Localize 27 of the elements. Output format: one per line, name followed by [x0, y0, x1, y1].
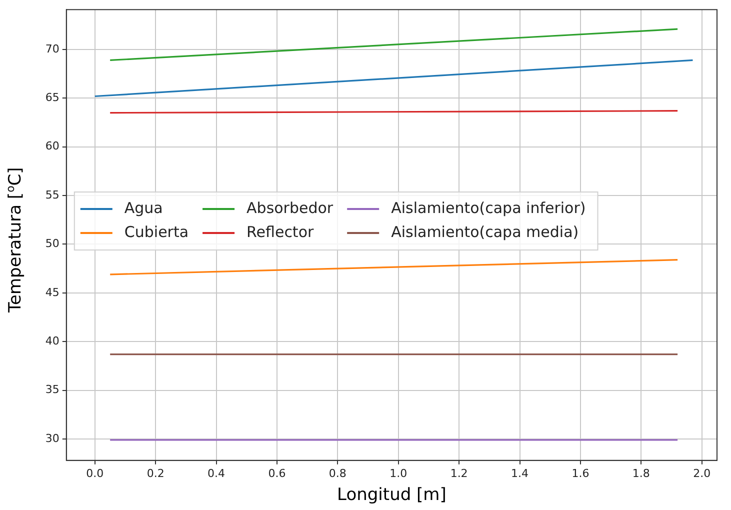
x-tick-label: 1.6	[572, 466, 590, 480]
x-tick-label: 0.8	[328, 466, 346, 480]
legend-label: Aislamiento(capa inferior)	[391, 198, 586, 217]
legend-label: Absorbedor	[246, 198, 334, 217]
x-tick-label: 1.4	[511, 466, 529, 480]
y-tick-label: 70	[45, 42, 60, 56]
x-tick-label: 1.2	[450, 466, 468, 480]
legend-label: Cubierta	[124, 222, 189, 241]
y-tick-label: 40	[45, 334, 60, 348]
y-tick-label: 45	[45, 286, 60, 299]
x-tick-label: 0.4	[208, 466, 226, 480]
x-tick-label: 2.0	[693, 466, 711, 480]
legend-label: Reflector	[246, 222, 314, 241]
y-tick-label: 50	[45, 237, 60, 250]
x-tick-label: 1.0	[390, 466, 408, 480]
legend-label: Agua	[124, 198, 163, 217]
y-tick-label: 60	[45, 140, 60, 153]
x-tick-label: 0.6	[268, 466, 286, 480]
x-axis-title: Longitud [m]	[337, 485, 446, 506]
x-tick-label: 0.0	[86, 466, 104, 480]
y-tick-label: 55	[45, 188, 60, 202]
y-tick-label: 65	[45, 91, 60, 104]
legend-label: Aislamiento(capa media)	[391, 222, 579, 241]
x-tick-label: 0.2	[146, 466, 164, 480]
y-tick-label: 35	[45, 383, 60, 396]
y-tick-label: 30	[45, 432, 60, 445]
x-tick-label: 1.8	[632, 466, 650, 480]
